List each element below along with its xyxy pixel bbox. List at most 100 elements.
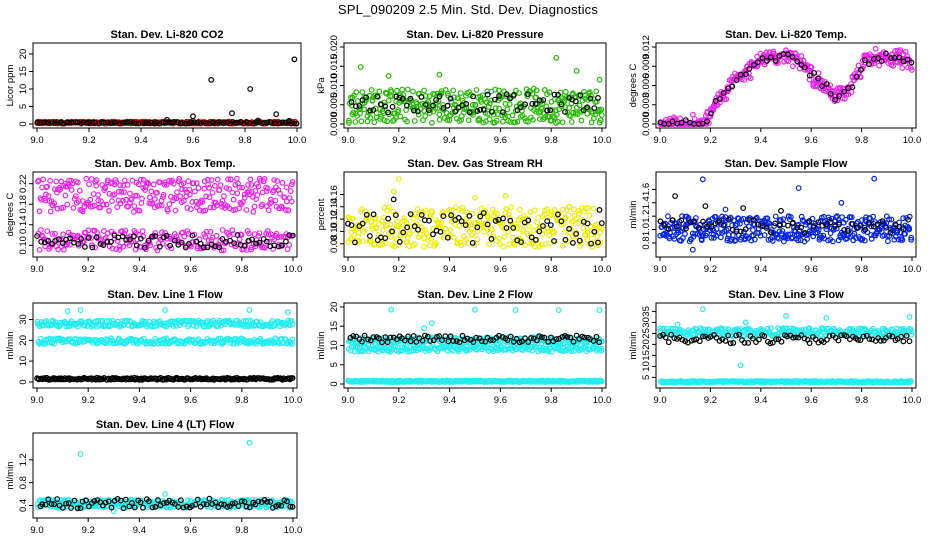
data-point [248, 246, 255, 253]
data-point [520, 226, 527, 233]
data-point [135, 181, 142, 188]
data-point [189, 232, 196, 239]
y-tick-label: 25 [641, 328, 652, 339]
data-point [122, 227, 129, 234]
data-point [358, 118, 365, 125]
data-point [130, 233, 137, 240]
data-point [386, 204, 392, 211]
data-point [862, 57, 868, 64]
data-point [49, 231, 56, 237]
data-point [255, 232, 262, 239]
data-point [841, 88, 848, 95]
data-point [411, 223, 418, 230]
y-tick-label: 0.12 [329, 210, 340, 229]
data-point [206, 184, 213, 191]
data-point [422, 207, 429, 214]
data-point [279, 119, 286, 126]
data-point [418, 93, 425, 100]
data-point [426, 242, 433, 249]
data-point [38, 196, 45, 203]
data-point [363, 97, 370, 103]
data-point [245, 181, 251, 188]
data-point [421, 325, 428, 332]
data-point [558, 101, 565, 108]
y-tick-label: 20 [329, 302, 340, 313]
data-point [256, 239, 263, 246]
x-tick-label: 10.0 [284, 395, 303, 406]
data-point [283, 184, 290, 191]
data-point [546, 89, 553, 96]
y-tick-label: 5 [18, 104, 29, 109]
series-middle [35, 335, 296, 347]
data-point [202, 233, 209, 240]
data-point [146, 194, 153, 201]
x-tick-label: 9.6 [184, 264, 197, 275]
data-point [887, 59, 894, 65]
data-point [740, 205, 747, 212]
data-point [212, 199, 219, 206]
data-point [271, 177, 278, 183]
data-point [108, 238, 114, 245]
data-point [39, 233, 46, 240]
data-point [197, 240, 204, 247]
data-point [346, 117, 352, 124]
y-axis-label: degrees C [5, 192, 16, 236]
data-point [411, 241, 418, 248]
data-point [232, 119, 239, 126]
data-point [585, 204, 591, 211]
data-point [261, 119, 268, 126]
data-point [560, 206, 566, 213]
data-point [476, 115, 483, 122]
data-point [550, 228, 556, 235]
data-point [59, 240, 66, 247]
data-point [217, 182, 224, 189]
data-point [561, 229, 568, 235]
data-point [70, 204, 77, 211]
plot-frame [655, 302, 917, 389]
data-point [451, 101, 458, 108]
data-point [374, 93, 381, 100]
data-point [559, 119, 566, 126]
data-point [124, 181, 131, 188]
y-axis-label: Licor ppm [5, 65, 16, 107]
data-point [417, 215, 424, 221]
data-point [348, 222, 355, 229]
data-point [729, 232, 736, 239]
data-point [456, 222, 463, 229]
data-point [177, 193, 184, 200]
x-tick-label: 9.4 [133, 264, 146, 275]
data-point [573, 98, 579, 105]
x-tick-label: 9.4 [754, 264, 767, 275]
series-bottom [34, 374, 296, 383]
y-tick-label: 0.10 [329, 222, 340, 241]
data-point [570, 217, 577, 224]
data-point [145, 237, 152, 244]
data-point [150, 181, 157, 188]
data-point [390, 196, 397, 203]
x-tick-label: 9.0 [30, 264, 43, 275]
data-point [426, 217, 432, 224]
data-point [247, 86, 254, 92]
data-point [357, 64, 364, 70]
data-point [388, 306, 395, 313]
data-point [196, 207, 203, 214]
data-point [682, 230, 688, 237]
data-point [665, 213, 671, 220]
data-point [553, 54, 560, 61]
data-point [457, 90, 464, 96]
data-point [597, 117, 604, 124]
data-point [109, 198, 115, 205]
data-point [438, 219, 445, 226]
data-point [801, 64, 808, 71]
data-point [458, 208, 465, 214]
data-point [447, 95, 454, 102]
data-point [202, 120, 209, 127]
data-point [444, 234, 451, 241]
data-point [278, 242, 285, 249]
series-points [657, 50, 915, 127]
data-point [254, 192, 261, 199]
data-point [121, 177, 128, 184]
data-point [533, 94, 539, 101]
data-point [115, 188, 122, 195]
x-tick-label: 9.8 [235, 395, 248, 406]
